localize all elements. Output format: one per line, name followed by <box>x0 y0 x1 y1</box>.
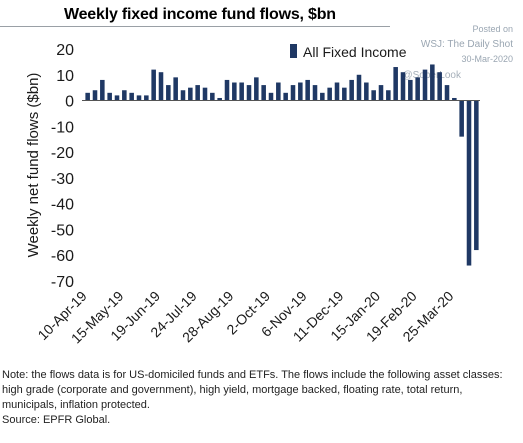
bar <box>437 72 442 101</box>
bar <box>217 97 222 101</box>
chart-title: Weekly fixed income fund flows, $bn <box>64 6 336 23</box>
bar <box>415 77 420 101</box>
bar <box>151 69 156 101</box>
bar <box>129 92 134 101</box>
bar <box>173 77 178 101</box>
y-tick-label: 10 <box>56 68 74 85</box>
bar <box>268 92 274 101</box>
legend-swatch <box>290 44 297 58</box>
bar <box>327 87 332 101</box>
legend: All Fixed Income <box>290 44 407 60</box>
bar <box>342 87 347 101</box>
bar <box>312 85 318 101</box>
bar <box>92 90 98 101</box>
bar <box>276 82 281 101</box>
bar <box>210 92 215 101</box>
bar <box>188 87 193 101</box>
bar <box>452 97 457 101</box>
bar <box>122 90 127 101</box>
legend-label: All Fixed Income <box>303 44 407 60</box>
bar <box>334 82 340 101</box>
y-axis-title: Weekly net fund flows ($bn) <box>25 73 42 258</box>
bar <box>422 69 428 101</box>
y-tick-label: -40 <box>51 197 74 214</box>
bar <box>239 82 244 101</box>
bar <box>298 82 303 101</box>
bar <box>290 85 296 101</box>
y-tick-label: 20 <box>56 42 74 59</box>
bar <box>254 77 259 101</box>
bar <box>85 92 90 101</box>
bar <box>261 85 266 101</box>
bar <box>408 79 413 101</box>
y-tick-label: -20 <box>51 145 74 162</box>
bar <box>232 82 237 101</box>
y-tick-label: -10 <box>51 119 74 136</box>
y-tick-label: 0 <box>65 94 74 111</box>
bar <box>349 79 354 101</box>
bar <box>246 85 252 101</box>
bar <box>320 92 325 101</box>
bar <box>474 100 479 251</box>
bar <box>114 95 120 101</box>
bar <box>378 85 384 101</box>
y-axis: 20 10 0 -10 -20 -30 -40 -50 -60 -70 <box>51 42 74 291</box>
y-tick-label: -60 <box>51 248 74 265</box>
bar <box>400 72 406 101</box>
title-divider <box>0 26 390 27</box>
bar <box>283 92 288 101</box>
y-tick-label: -30 <box>51 171 74 188</box>
bar <box>224 79 230 101</box>
bar <box>393 67 398 101</box>
footnote: Note: the flows data is for US-domiciled… <box>2 368 518 428</box>
bar <box>202 87 208 101</box>
footnote-note: Note: the flows data is for US-domiciled… <box>2 369 503 411</box>
watermark-posted-on: Posted on <box>472 24 513 34</box>
watermark-source: WSJ: The Daily Shot <box>420 39 513 50</box>
footnote-source: Source: EPFR Global. <box>2 414 111 426</box>
y-tick-label: -50 <box>51 222 74 239</box>
watermark: Posted on WSJ: The Daily Shot 30-Mar-202… <box>421 22 513 67</box>
bars <box>85 64 479 266</box>
watermark-date: 30-Mar-2020 <box>461 54 513 64</box>
bar <box>386 90 391 101</box>
fund-flows-chart: 20 10 0 -10 -20 -30 -40 -50 -60 -70 10-Apr-1915-M… <box>25 42 480 346</box>
bar <box>195 85 200 101</box>
bar <box>444 85 450 101</box>
bar <box>459 100 464 137</box>
bar <box>305 79 310 101</box>
bar <box>100 79 105 101</box>
bar <box>144 95 149 101</box>
bar <box>466 100 472 266</box>
bar <box>107 92 112 101</box>
bar <box>430 64 435 101</box>
bar <box>364 82 369 101</box>
bar <box>166 85 171 101</box>
y-tick-label: -70 <box>51 274 74 291</box>
x-axis: 10-Apr-1915-May-1919-Jun-1924-Jul-1928-A… <box>34 100 480 346</box>
bar <box>356 74 362 101</box>
bar <box>136 95 142 101</box>
bar <box>371 90 376 101</box>
bar <box>158 72 164 101</box>
bar <box>180 90 186 101</box>
